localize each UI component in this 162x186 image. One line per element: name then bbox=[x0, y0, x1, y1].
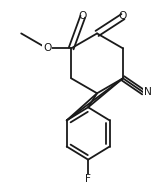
Text: N: N bbox=[144, 87, 152, 97]
Text: O: O bbox=[43, 43, 51, 53]
Text: F: F bbox=[85, 174, 91, 184]
Text: O: O bbox=[79, 11, 87, 21]
Text: O: O bbox=[119, 11, 127, 21]
